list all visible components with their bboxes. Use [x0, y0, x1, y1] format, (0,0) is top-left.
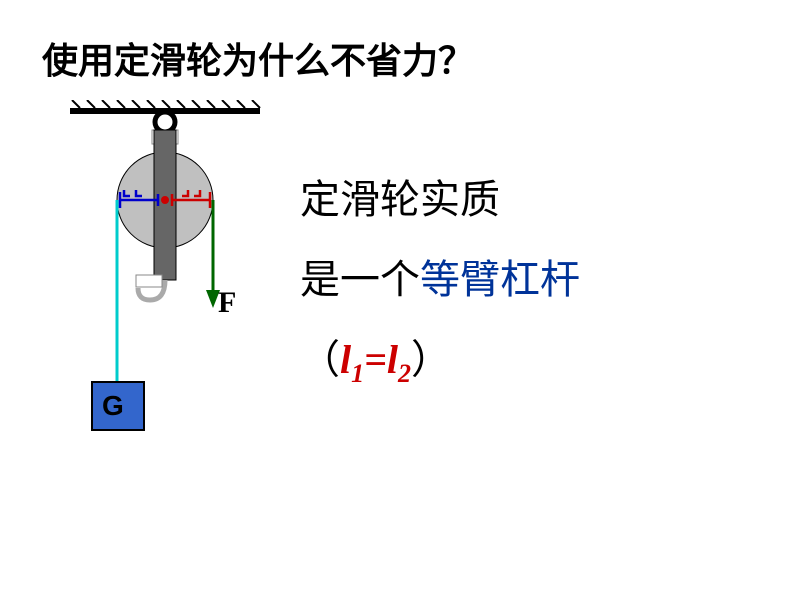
l1-var: l — [340, 337, 351, 382]
line2-prefix: 是一个 — [300, 257, 420, 302]
eq-sign: = — [364, 337, 387, 382]
ceiling-hatch — [72, 100, 260, 108]
top-ring — [155, 112, 175, 132]
l2-sub: 2 — [398, 359, 411, 388]
l1-sub: 1 — [351, 359, 364, 388]
explanation: 定滑轮实质 是一个等臂杠杆 （l1=l2） — [300, 160, 760, 400]
paren-open: （ — [300, 337, 340, 382]
explain-line-3: （l1=l2） — [300, 320, 760, 400]
weight-label: G — [102, 390, 124, 422]
lever-bottom — [136, 275, 162, 287]
force-label: F — [218, 286, 236, 320]
l2-var: l — [387, 337, 398, 382]
paren-close: ） — [411, 337, 451, 382]
page-title: 使用定滑轮为什么不省力？ — [42, 32, 474, 84]
explain-line-1: 定滑轮实质 — [300, 160, 760, 240]
pulley-diagram: F G — [50, 100, 280, 440]
axle — [161, 196, 169, 204]
explain-line-2: 是一个等臂杠杆 — [300, 240, 760, 320]
line2-highlight: 等臂杠杆 — [420, 257, 580, 302]
